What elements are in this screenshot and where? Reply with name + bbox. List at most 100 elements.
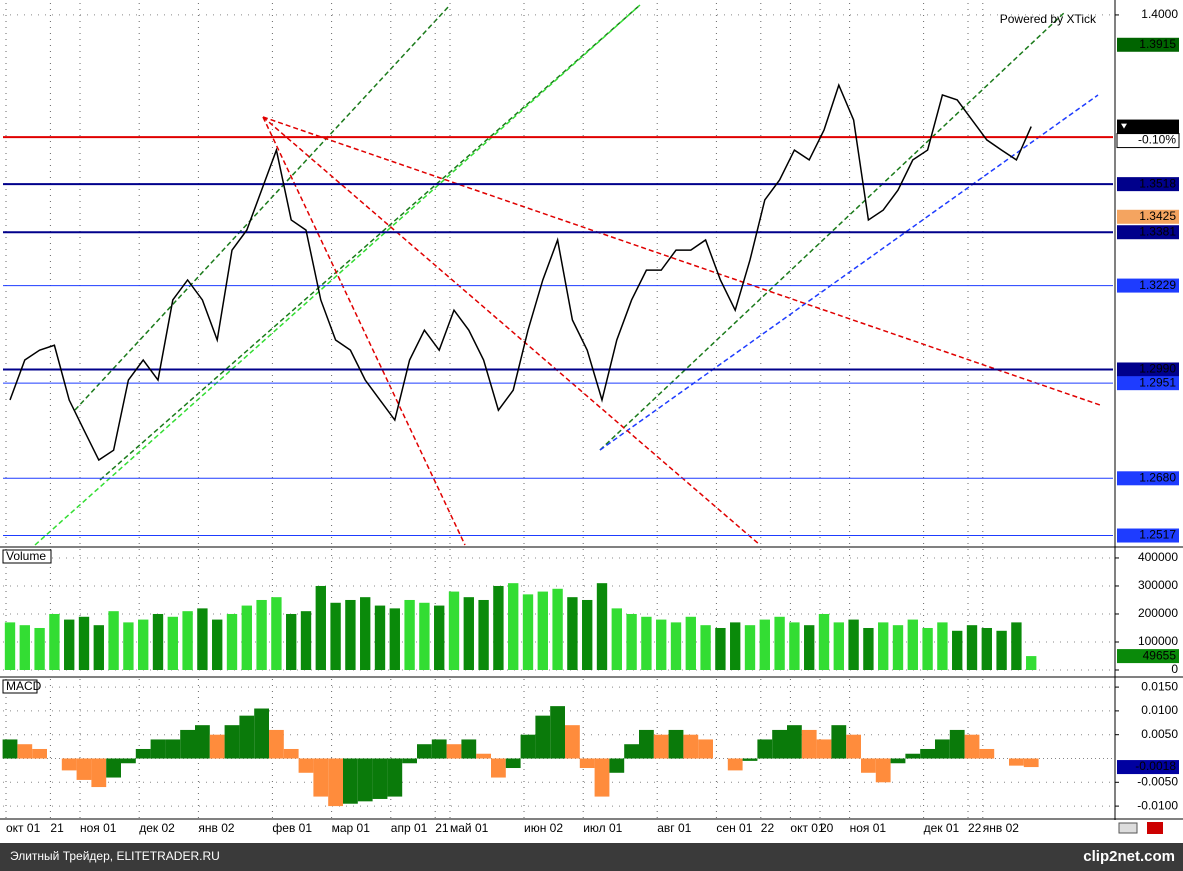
bar [1023,758,1039,768]
bar [315,585,326,670]
x-tick-label: июл 01 [583,821,622,835]
bar [387,758,403,797]
bar [271,597,282,670]
bar [434,605,445,670]
bar [463,597,474,670]
change-tag [1116,133,1180,149]
x-tick-label: 22 [761,821,775,835]
x-tick-label: 21 [435,821,449,835]
level-tag [1117,376,1179,391]
bar [93,625,104,670]
bar [254,708,269,759]
x-tick-label: авг 01 [657,821,691,835]
bar [343,758,358,804]
bar [774,616,785,670]
level-tag [1117,225,1179,240]
bar [920,748,935,759]
bar [937,622,948,670]
level-tag [1117,471,1179,486]
last-value-tag [1117,649,1179,664]
bar [256,599,267,670]
bar [64,619,75,670]
bar [875,758,891,783]
last-value-tag [1117,760,1179,775]
y-tick-label: 300000 [1138,578,1178,592]
bar [461,739,477,759]
y-tick-label: -0.0050 [1137,774,1178,788]
last-price-label: 1.3682 [1139,119,1176,133]
trend-line [599,94,1099,451]
bar [106,758,121,778]
bar [831,725,847,759]
scroll-button[interactable] [1118,822,1138,834]
last-value-label: -0.0018 [1135,759,1176,773]
bar [417,744,432,759]
x-tick-label: май 01 [450,821,489,835]
bar [861,758,876,773]
level-tag-label: 1.3425 [1139,209,1176,223]
bar [890,758,906,764]
bar [744,625,756,670]
price-line [9,83,1032,462]
bar [878,622,889,670]
last-price-arrow [1121,123,1127,129]
bar [197,608,208,670]
bar [491,758,506,778]
bar [685,616,696,670]
bar [801,729,817,759]
x-tick-label: фев 01 [272,821,312,835]
bar [226,613,238,670]
close-button[interactable] [1147,822,1163,834]
bar [448,591,460,670]
bar [964,734,980,759]
bar [283,748,299,759]
change-label: -0.10% [1138,133,1176,147]
bar [446,744,462,759]
x-tick-label: 21 [50,821,64,835]
bar [537,591,548,670]
x-tick-label: ноя 01 [80,821,117,835]
bar [609,758,625,773]
bar [624,744,639,759]
bar [121,758,136,764]
bar [804,625,815,670]
bar [639,729,654,759]
bar [848,619,859,670]
bar [863,627,874,670]
bar [478,599,489,670]
bar [374,605,386,670]
bar [91,758,107,788]
bar [594,758,610,797]
x-tick-label: дек 02 [139,821,175,835]
level-tag-label: 1.3518 [1139,176,1176,190]
bar [520,734,536,759]
bar [683,734,699,759]
bar [979,748,995,759]
bar [596,583,608,670]
bar [180,729,195,759]
bar [298,758,314,773]
level-tag-label: 1.2990 [1139,362,1176,376]
bar [535,715,551,759]
bar [269,729,284,759]
bar [76,758,92,780]
level-tag-label: 1.2680 [1139,470,1176,484]
last-value-label: 49655 [1143,648,1177,662]
panel-title-box [2,549,52,564]
y-tick-label: 0 [1171,662,1178,676]
bar [700,625,711,670]
y-tick-label: 400000 [1138,550,1178,564]
bar [61,758,77,771]
x-tick-label: ноя 01 [850,821,887,835]
bar [357,758,373,802]
bar [653,734,669,759]
bar [78,616,90,670]
level-tag [1117,209,1179,224]
trend-lines [34,4,1101,546]
bar [330,602,341,670]
trend-line [74,4,451,411]
bar [935,739,950,759]
level-tag [1117,278,1179,293]
bar [1011,622,1022,670]
watermark: Powered by XTick [1000,12,1097,26]
